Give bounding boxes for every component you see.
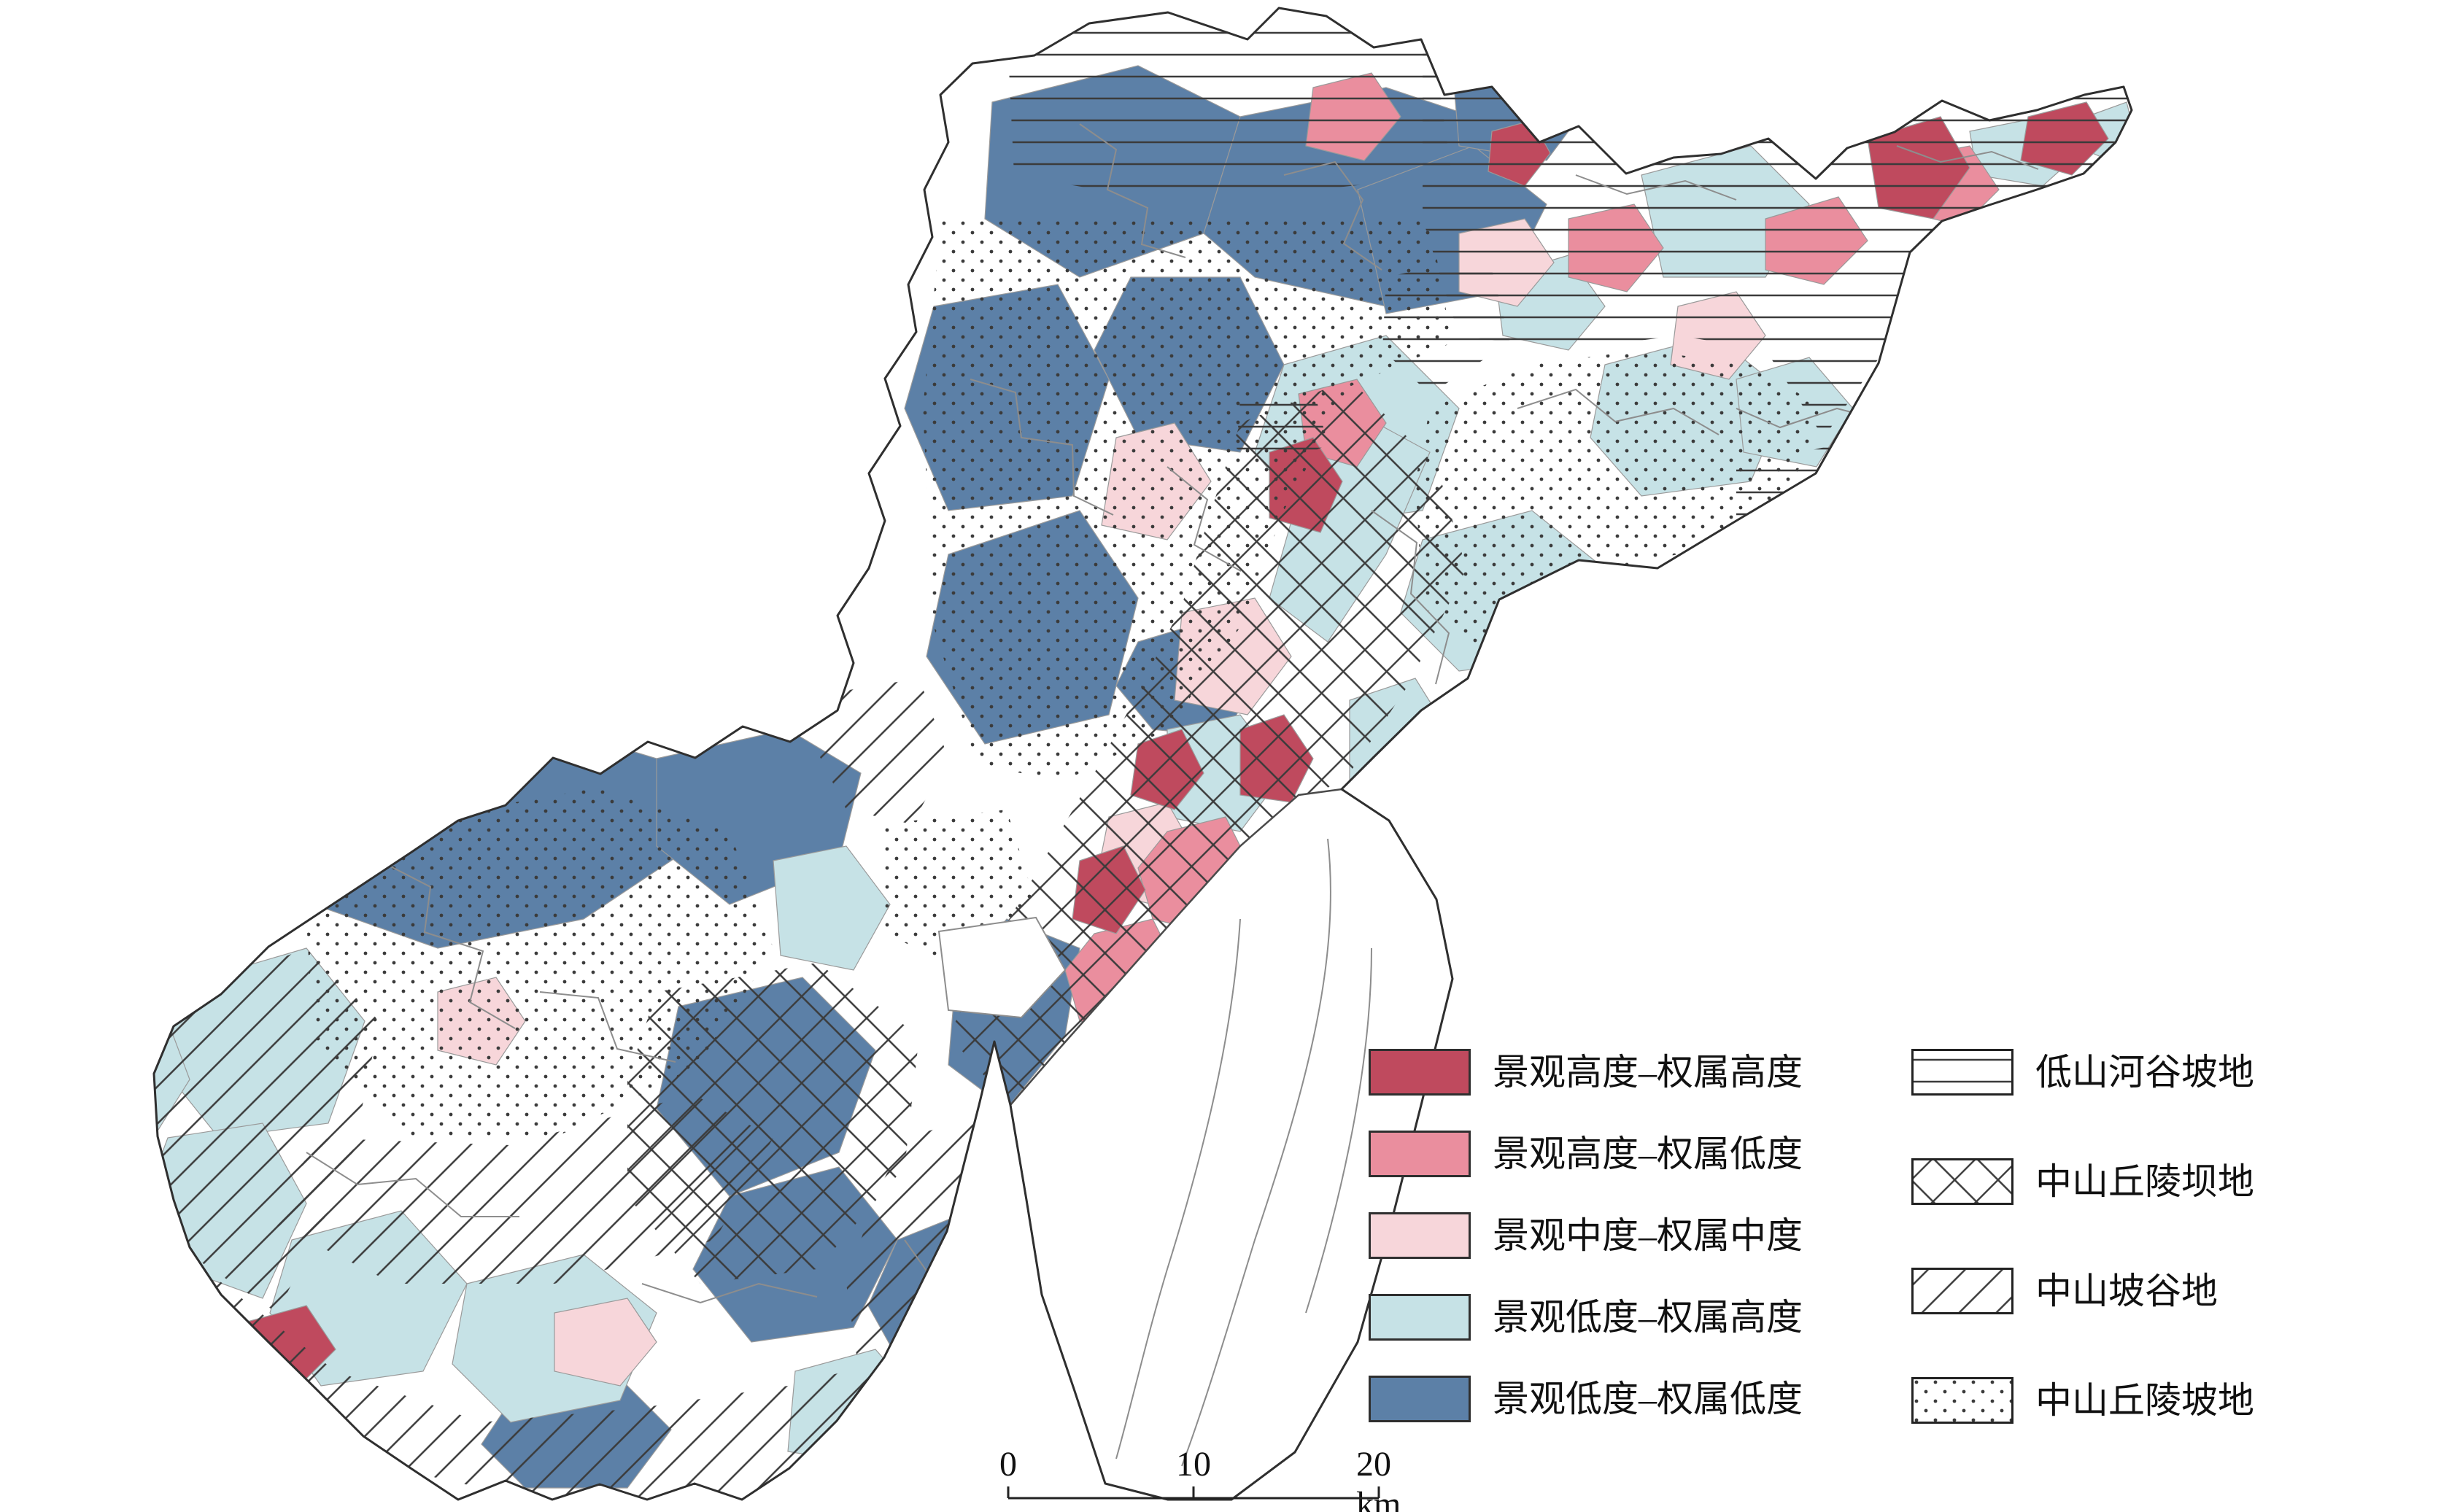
legend-item-low-high: 景观低度–权属高度 — [1369, 1294, 1803, 1341]
subregion-border — [306, 1152, 519, 1217]
scale-bar-line — [1007, 1486, 1380, 1500]
parcel-low-high — [773, 845, 891, 971]
subregion-border — [970, 379, 1114, 516]
parcel-mid-mid — [554, 1298, 657, 1387]
legend-item-hill-slope: 中山丘陵坡地 — [1911, 1377, 2254, 1424]
pattern-swatch-diagonal-lines — [1911, 1268, 2013, 1314]
color-swatch-low-high — [1369, 1294, 1471, 1341]
study-area-outline — [152, 7, 2133, 1501]
color-swatch-high-low — [1369, 1131, 1471, 1177]
legend-label: 景观低度–权属低度 — [1493, 1379, 1803, 1419]
subregion-border — [1079, 123, 1186, 258]
legend-label: 景观高度–权属低度 — [1493, 1133, 1803, 1174]
color-swatch-high-high — [1369, 1049, 1471, 1096]
terrain-zone-dots — [1415, 350, 1824, 656]
legend-label: 中山丘陵坡地 — [2035, 1380, 2254, 1421]
subregion-border — [1167, 466, 1242, 572]
legend-label: 中山丘陵坝地 — [2035, 1161, 2254, 1202]
scale-label-20km: 20 km — [1356, 1445, 1401, 1512]
parcel-high-low — [1670, 80, 1744, 154]
subregion-border — [1896, 145, 2039, 170]
pattern-swatch-cross-hatch — [1911, 1158, 2013, 1205]
terrain-zone-diagonal-lines — [277, 1094, 773, 1284]
terrain-zone-diagonal-lines — [817, 678, 948, 824]
color-swatch-mid-mid — [1369, 1212, 1471, 1259]
legend-item-high-high: 景观高度–权属高度 — [1369, 1049, 1803, 1096]
legend-item-slope-valley: 中山坡谷地 — [1911, 1268, 2254, 1314]
enclave-inner-border — [1305, 947, 1372, 1314]
legend-item-valley-slope: 低山河谷坡地 — [1911, 1049, 2254, 1096]
subregion-border — [1371, 510, 1450, 685]
subregion-border — [1575, 174, 1737, 201]
scale-label-0: 0 — [999, 1445, 1017, 1484]
legend-item-mid-mid: 景观中度–权属中度 — [1369, 1212, 1803, 1259]
legend-pattern-column: 低山河谷坡地 中山丘陵坝地 中山坡谷地 中山丘陵坡地 — [1911, 1049, 2254, 1486]
pattern-swatch-horizontal-lines — [1911, 1049, 2013, 1096]
enclave-lake — [937, 916, 1067, 1019]
legend-label: 景观低度–权属高度 — [1493, 1297, 1803, 1338]
legend-item-low-low: 景观低度–权属低度 — [1369, 1376, 1803, 1422]
legend-item-hill-flat: 中山丘陵坝地 — [1911, 1158, 2254, 1205]
subregion-border — [1283, 160, 1382, 271]
legend-item-high-low: 景观高度–权属低度 — [1369, 1131, 1803, 1177]
subregion-border — [1517, 388, 1719, 435]
enclave-inner-border — [1181, 838, 1331, 1467]
legend-label: 景观中度–权属中度 — [1493, 1215, 1803, 1256]
legend-label: 景观高度–权属高度 — [1493, 1052, 1803, 1093]
legend-label: 中山坡谷地 — [2035, 1271, 2218, 1311]
color-swatch-low-low — [1369, 1376, 1471, 1422]
subregion-border — [379, 860, 516, 1029]
terrain-zone-cross-hatch — [948, 379, 1466, 1105]
legend-color-column: 景观高度–权属高度 景观高度–权属低度 景观中度–权属中度 景观低度–权属高度 … — [1369, 1049, 1803, 1457]
terrain-zone-diagonal-lines — [204, 1269, 948, 1500]
subregion-border — [539, 991, 676, 1063]
legend-label: 低山河谷坡地 — [2035, 1052, 2254, 1093]
scale-bar: 0 10 20 km — [985, 1444, 1481, 1512]
subregion-border — [641, 1282, 818, 1304]
terrain-zone-dots — [923, 219, 1452, 780]
pattern-swatch-dots — [1911, 1377, 2013, 1424]
scale-label-10: 10 — [1176, 1445, 1211, 1484]
terrain-zone-horizontal-lines — [1007, 22, 1452, 204]
enclave-inner-border — [1115, 918, 1241, 1459]
